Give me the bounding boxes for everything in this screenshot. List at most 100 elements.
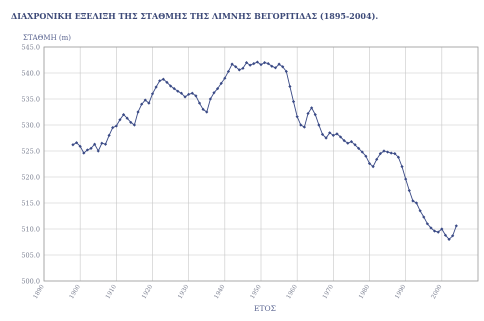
data-point [393, 152, 397, 156]
data-point [230, 62, 234, 66]
data-point [270, 64, 274, 68]
data-point [396, 155, 401, 159]
data-point [349, 140, 354, 144]
data-point [382, 149, 386, 153]
data-point [183, 95, 187, 99]
data-point [89, 146, 93, 150]
data-point [375, 157, 379, 161]
data-point [288, 84, 292, 89]
data-point [281, 65, 285, 69]
data-point [179, 91, 184, 95]
x-tick-label: 1920 [141, 283, 155, 300]
data-point [284, 69, 288, 74]
data-point [197, 101, 202, 105]
data-point [234, 65, 238, 69]
data-point [385, 150, 390, 154]
data-point [140, 102, 144, 106]
data-point [255, 60, 259, 64]
data-point [219, 81, 223, 85]
data-point [100, 141, 104, 145]
data-point [223, 76, 227, 80]
data-point [443, 233, 448, 237]
data-point [161, 77, 165, 81]
data-point [248, 63, 252, 67]
y-tick-label: 540.0 [21, 69, 40, 77]
y-axis-label: ΣΤΑΘΜΗ (m) [23, 34, 71, 42]
data-point [433, 229, 437, 233]
data-point [371, 165, 375, 169]
data-point [306, 111, 310, 116]
grid-lines [43, 46, 478, 282]
data-point [451, 234, 455, 238]
data-point [154, 85, 158, 89]
x-tick-label: 1900 [68, 283, 82, 300]
data-point [425, 222, 429, 226]
data-point [335, 132, 339, 136]
data-point [389, 151, 393, 155]
x-tick-label: 1890 [32, 283, 46, 300]
data-point [158, 79, 162, 83]
plot-frame [43, 46, 479, 282]
data-point [114, 124, 118, 128]
data-point [93, 142, 97, 146]
x-tick-label: 1940 [213, 283, 227, 300]
data-point [291, 100, 296, 104]
y-tick-label: 545.0 [21, 43, 40, 51]
y-tick-label: 505.0 [21, 251, 40, 259]
data-point [78, 144, 82, 148]
data-point [226, 69, 231, 74]
data-point [342, 139, 346, 143]
data-point [313, 113, 317, 117]
data-point [404, 177, 408, 181]
x-tick-label: 1960 [285, 283, 299, 300]
data-point [331, 133, 335, 137]
data-point [367, 161, 372, 166]
data-point [237, 68, 241, 72]
data-point [320, 132, 325, 136]
data-point [277, 62, 281, 66]
data-point [252, 62, 256, 66]
data-points [71, 60, 458, 241]
data-point [302, 125, 306, 129]
data-point [208, 97, 212, 101]
data-point [259, 63, 263, 67]
data-point [295, 115, 299, 119]
data-point [328, 131, 332, 135]
data-point [143, 98, 147, 102]
data-point [273, 66, 278, 70]
data-point [147, 101, 151, 105]
data-point [360, 150, 364, 154]
data-point [310, 106, 314, 110]
data-point [324, 136, 328, 140]
data-point [241, 66, 245, 70]
data-point [216, 87, 220, 91]
data-point [103, 142, 108, 146]
data-point [111, 126, 115, 130]
data-point [400, 165, 404, 169]
data-point [299, 123, 303, 127]
y-tick-label: 535.0 [21, 95, 40, 103]
data-point [201, 107, 205, 111]
data-point [96, 149, 100, 153]
y-tick-label: 520.0 [21, 173, 40, 181]
chart-title: ΔΙΑΧΡΟΝΙΚΗ ΕΞΕΛΙΞΗ ΤΗΣ ΣΤΑΘΜΗΣ ΤΗΣ ΛΙΜΝΗ… [11, 11, 378, 21]
y-tick-label: 525.0 [21, 147, 40, 155]
data-point [429, 226, 433, 230]
data-point [317, 123, 321, 127]
x-tick-label: 1990 [394, 283, 408, 300]
data-point [357, 146, 361, 150]
data-point [447, 237, 451, 241]
y-tick-labels: 545.0 540.0 535.0 530.0 525.0 520.0 515.0 510.0… [21, 43, 40, 285]
data-point [378, 152, 382, 156]
data-point [85, 148, 89, 152]
x-axis-label: ΕΤΟΣ [254, 304, 276, 313]
x-tick-label: 1980 [358, 283, 372, 300]
data-point [121, 113, 126, 117]
data-point [414, 201, 419, 205]
data-point [407, 188, 411, 193]
data-point [411, 199, 415, 203]
x-tick-label: 1970 [321, 283, 335, 300]
data-point [338, 135, 343, 139]
data-point [440, 227, 444, 231]
data-point [168, 84, 173, 88]
